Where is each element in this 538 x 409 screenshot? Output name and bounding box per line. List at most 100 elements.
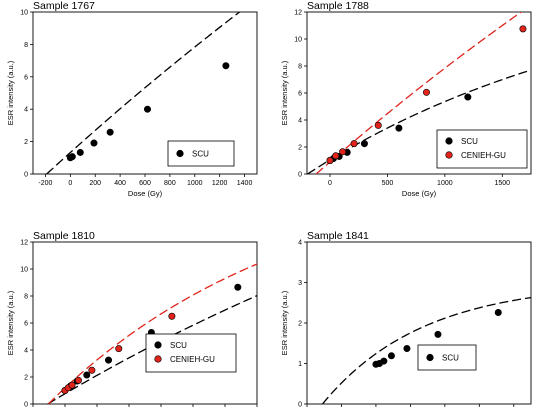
data-point-cenieh-gu <box>115 345 123 353</box>
legend-label: CENIEH-GU <box>170 355 215 364</box>
y-tick-label: 0 <box>24 172 28 179</box>
data-point-scu <box>395 124 403 132</box>
chart-title: Sample 1810 <box>33 230 95 242</box>
data-point-cenieh-gu <box>422 88 430 96</box>
data-point-scu <box>360 140 368 148</box>
fit-curve-scu <box>322 296 531 404</box>
legend-label: SCU <box>461 137 478 146</box>
x-tick-label: 1000 <box>187 180 203 187</box>
legend-label: CENIEH-GU <box>461 151 506 160</box>
data-point-cenieh-gu <box>168 312 176 320</box>
data-point-scu <box>143 105 151 113</box>
x-tick-label: 500 <box>382 180 394 187</box>
fit-curve-cenieh-gu <box>47 263 257 404</box>
data-point-scu <box>105 356 113 364</box>
y-tick-label: 4 <box>24 107 28 114</box>
x-tick-label: 1000 <box>437 180 453 187</box>
y-tick-label: 8 <box>24 294 28 301</box>
y-tick-label: 2 <box>24 139 28 146</box>
y-tick-label: 10 <box>20 10 28 17</box>
data-point-cenieh-gu <box>68 381 76 389</box>
data-point-scu <box>403 345 411 353</box>
plot-frame <box>306 241 532 405</box>
y-tick-label: 4 <box>298 118 302 125</box>
legend: SCU <box>417 344 477 371</box>
y-tick-label: 12 <box>20 240 28 247</box>
y-tick-label: 8 <box>24 42 28 49</box>
data-point-scu <box>83 371 91 379</box>
y-tick-label: 0 <box>298 402 302 409</box>
data-point-cenieh-gu <box>519 25 527 33</box>
legend-box <box>436 129 528 169</box>
data-point-scu <box>106 128 114 136</box>
data-point-scu <box>380 357 388 365</box>
data-point-scu <box>234 283 242 291</box>
x-tick-label: 1400 <box>237 180 253 187</box>
y-tick-label: 2 <box>298 321 302 328</box>
data-point-scu <box>68 153 76 161</box>
legend: SCU CENIEH-GU <box>436 129 528 169</box>
legend-marker <box>154 341 162 349</box>
data-point-scu <box>90 139 98 147</box>
data-point-scu <box>387 352 395 360</box>
y-tick-label: 0 <box>24 402 28 409</box>
legend-marker <box>176 149 184 158</box>
fit-curve-scu <box>46 12 241 174</box>
y-tick-label: 3 <box>298 280 302 287</box>
x-tick-label: 400 <box>114 180 126 187</box>
data-point-cenieh-gu <box>350 140 358 148</box>
data-point-scu <box>464 93 472 101</box>
x-tick-label: 0 <box>68 180 72 187</box>
y-tick-label: 10 <box>294 37 302 44</box>
data-point-scu <box>76 148 84 156</box>
data-point-cenieh-gu <box>326 157 334 165</box>
data-point-cenieh-gu <box>339 148 347 156</box>
data-point-cenieh-gu <box>332 152 340 160</box>
chart-title: Sample 1841 <box>307 230 369 242</box>
y-tick-label: 6 <box>24 321 28 328</box>
data-point-cenieh-gu <box>88 366 96 374</box>
chart-title: Sample 1767 <box>33 0 95 12</box>
y-tick-label: 8 <box>298 64 302 71</box>
x-tick-label: -200 <box>38 180 52 187</box>
legend-label: SCU <box>170 341 187 350</box>
chart-panel-3: Sample 1810-5000500100015002000250030000… <box>6 230 258 409</box>
x-axis-label: Dose (Gy) <box>402 189 437 198</box>
y-tick-label: 6 <box>298 91 302 98</box>
chart-panel-1: Sample 1767 -200 0 200 400 600 800 1000 1200 1400… <box>6 0 258 198</box>
x-tick-label: 1500 <box>494 180 510 187</box>
x-tick-label: 200 <box>89 180 101 187</box>
y-tick-label: 2 <box>24 375 28 382</box>
legend: SCU <box>167 140 235 167</box>
y-axis-label: ESR intensity (a.u.) <box>6 60 15 125</box>
y-tick-label: 2 <box>298 145 302 152</box>
plot-frame <box>32 241 258 405</box>
legend-marker <box>426 353 434 362</box>
chart-panel-2: Sample 1788 0 500 1000 1500 0 2 4 6 8 10 12 Dose (Gy… <box>280 0 532 198</box>
y-axis-label: ESR intensity (a.u.) <box>280 290 289 355</box>
y-tick-label: 10 <box>20 267 28 274</box>
legend-marker <box>445 137 453 145</box>
legend-marker <box>445 151 453 159</box>
x-axis-label: Dose (Gy) <box>128 189 163 198</box>
data-point-scu <box>434 330 442 338</box>
data-point-cenieh-gu <box>374 121 382 129</box>
x-tick-label: 800 <box>164 180 176 187</box>
y-axis-label: ESR intensity (a.u.) <box>6 290 15 355</box>
data-point-scu <box>222 62 230 70</box>
legend-marker <box>154 355 162 363</box>
y-tick-label: 0 <box>298 172 302 179</box>
y-tick-label: 12 <box>294 10 302 17</box>
data-point-cenieh-gu <box>74 376 82 384</box>
chart-panel-4: Sample 1841-2000-10000100020003000400001… <box>280 230 532 409</box>
x-tick-label: 0 <box>328 180 332 187</box>
y-tick-label: 4 <box>298 240 302 247</box>
chart-title: Sample 1788 <box>307 0 369 12</box>
y-axis-label: ESR intensity (a.u.) <box>280 60 289 125</box>
legend-label: SCU <box>192 150 209 159</box>
x-tick-label: 1200 <box>212 180 228 187</box>
y-tick-label: 1 <box>298 361 302 368</box>
x-tick-label: 600 <box>139 180 151 187</box>
y-tick-label: 6 <box>24 74 28 81</box>
